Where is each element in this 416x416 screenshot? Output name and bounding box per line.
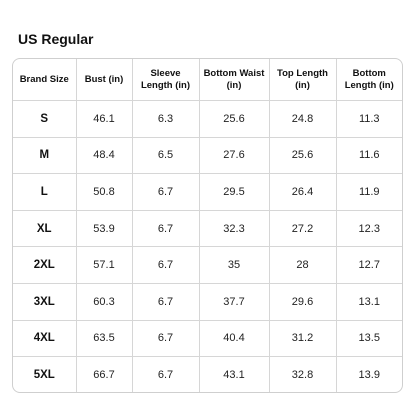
value-cell: 35 xyxy=(199,246,270,285)
value-cell: 12.7 xyxy=(336,246,402,285)
column-header: Bottom Length (in) xyxy=(336,59,402,101)
size-cell: 2XL xyxy=(13,246,77,285)
header-row: Brand Size Bust (in) Sleeve Length (in) Bot… xyxy=(13,59,402,101)
value-cell: 50.8 xyxy=(76,173,133,211)
table-row: XL 53.9 6.7 32.3 27.2 12.3 xyxy=(13,210,402,248)
value-cell: 37.7 xyxy=(199,283,270,321)
title: US Regular xyxy=(18,31,94,47)
size-cell: 5XL xyxy=(13,356,77,392)
column-header: Sleeve Length (in) xyxy=(132,59,200,101)
value-cell: 48.4 xyxy=(76,137,133,175)
value-cell: 26.4 xyxy=(269,173,337,211)
size-cell: S xyxy=(13,100,77,138)
value-cell: 6.7 xyxy=(132,210,200,248)
size-cell: L xyxy=(13,173,77,211)
value-cell: 27.6 xyxy=(199,137,270,175)
value-cell: 6.7 xyxy=(132,246,200,285)
value-cell: 11.6 xyxy=(336,137,402,175)
value-cell: 28 xyxy=(269,246,337,285)
value-cell: 13.9 xyxy=(358,368,380,381)
table-body: S 46.1 6.3 25.6 24.8 11.3 M 48.4 6.5 27.6 25.6 11.6… xyxy=(13,100,402,392)
value-cell: 11.9 xyxy=(336,173,402,211)
value-cell: 29.5 xyxy=(199,173,270,211)
size-cell: XL xyxy=(13,210,77,248)
table-row: L 50.8 6.7 29.5 26.4 11.9 xyxy=(13,173,402,211)
value-cell: 6.7 xyxy=(132,173,200,211)
value-cell: 6.7 xyxy=(132,320,200,358)
value-cell: 32.8 xyxy=(269,356,337,392)
value-cell: 6.7 xyxy=(132,356,200,392)
value-cell: 29.6 xyxy=(269,283,337,321)
table-row: 2XL 57.1 6.7 35 28 12.7 xyxy=(13,246,402,285)
value-cell: 24.8 xyxy=(269,100,337,138)
size-cell: 4XL xyxy=(13,320,77,358)
value-cell: 11.3 xyxy=(336,100,402,138)
table-row: 3XL 60.3 6.7 37.7 29.6 13.1 xyxy=(13,283,402,321)
value-cell: 46.1 xyxy=(76,100,133,138)
table-row: S 46.1 6.3 25.6 24.8 11.3 xyxy=(13,100,402,138)
value-cell: 43.1 xyxy=(199,356,270,392)
size-table-box: Brand Size Bust (in) Sleeve Length (in) Bot… xyxy=(12,58,403,393)
value-cell: 25.6 xyxy=(199,100,270,138)
value-cell: 57.1 xyxy=(76,246,133,285)
value-cell: 6.3 xyxy=(132,100,200,138)
value-cell: 6.7 xyxy=(132,283,200,321)
column-header: Brand Size xyxy=(13,59,77,101)
value-cell: 53.9 xyxy=(76,210,133,248)
size-cell: 3XL xyxy=(13,283,77,321)
value-cell: 13.1 xyxy=(336,283,402,321)
value-cell: 31.2 xyxy=(269,320,337,358)
size-table: Brand Size Bust (in) Sleeve Length (in) Bot… xyxy=(13,59,402,392)
column-header: Bottom Waist (in) xyxy=(199,59,270,101)
column-header: Top Length (in) xyxy=(269,59,337,101)
value-cell: 6.5 xyxy=(132,137,200,175)
value-cell: 60.3 xyxy=(76,283,133,321)
value-cell: 66.7 xyxy=(76,356,133,392)
value-cell: 63.5 xyxy=(76,320,133,358)
column-header: Bust (in) xyxy=(76,59,133,101)
value-cell: 40.4 xyxy=(199,320,270,358)
value-cell: 25.6 xyxy=(269,137,337,175)
size-cell: M xyxy=(13,137,77,175)
table-row: M 48.4 6.5 27.6 25.6 11.6 xyxy=(13,137,402,175)
value-cell: 32.3 xyxy=(199,210,270,248)
table-row: 5XL 66.7 6.7 43.1 32.8 13.9 xyxy=(13,356,402,392)
value-cell: 12.3 xyxy=(336,210,402,248)
table-row: 4XL 63.5 6.7 40.4 31.2 13.5 xyxy=(13,320,402,358)
value-cell: 27.2 xyxy=(269,210,337,248)
value-cell: 13.5 xyxy=(336,320,402,358)
